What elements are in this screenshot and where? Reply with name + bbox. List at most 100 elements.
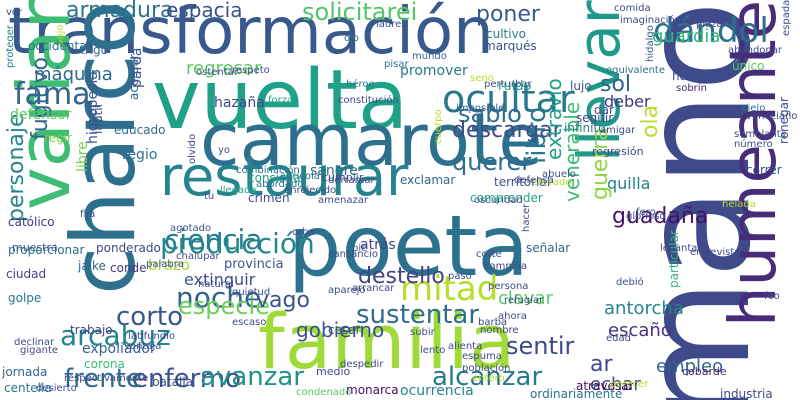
word-armadura: armadura — [66, 0, 174, 23]
word-inutil: inútil — [91, 104, 105, 134]
word-seguir: seguir — [576, 111, 614, 125]
word-ar: ar — [590, 352, 613, 377]
word-abandonar: abandonar — [728, 45, 782, 56]
word-particular: particular — [667, 230, 681, 288]
word-ventaja: ventaja — [124, 341, 162, 352]
word-atras: atrás — [360, 237, 396, 253]
word-cultivo: cultivo — [486, 27, 527, 41]
word-subir: subir — [410, 327, 435, 338]
word-noche: noche — [176, 281, 262, 314]
word-enfermo: enfermo — [132, 364, 242, 394]
word-echar: echar — [590, 374, 641, 395]
word-declinar: declinar — [14, 337, 55, 348]
word-fero: fero — [636, 207, 656, 218]
word-monarca: monarca — [346, 383, 399, 397]
word-equivalente: equivalente — [606, 65, 666, 76]
word-arrancar: arrancar — [352, 283, 395, 294]
word-hazana: hazaña — [214, 95, 265, 111]
word-mitad: mitad — [400, 269, 499, 309]
word-restaurar: restaurar — [160, 145, 409, 208]
word-sobrin: sobrín — [676, 83, 707, 94]
word-comida: comida — [614, 3, 651, 14]
word-ordinariamente: ordinariamente — [530, 387, 623, 400]
word-ver: ver — [6, 7, 23, 18]
word-dar: dar — [594, 103, 614, 117]
word-cuerpo: cuerpo — [433, 109, 444, 144]
word-heroe: héroe — [346, 79, 375, 90]
word-centella: centella — [4, 381, 52, 395]
word-tu: tu — [204, 191, 215, 202]
word-olvido: olvido — [187, 133, 198, 164]
word-querer: querer — [452, 148, 532, 176]
word-latifundio: latifundio — [128, 331, 176, 342]
word-infinito: infinito — [564, 121, 606, 135]
word-cansancio: cansancio — [328, 249, 379, 260]
word-nombre: nombre — [480, 325, 519, 336]
word-cesar: cesar — [328, 323, 361, 337]
word-proporcionar: proporcionar — [8, 243, 85, 257]
word-corona: corona — [84, 357, 125, 371]
word-cielo: cielo — [742, 103, 766, 114]
word-palabra: palabra — [146, 259, 184, 270]
word-corto: corto — [116, 302, 183, 332]
word-respeto: respeto — [232, 65, 270, 76]
word-defensa: defensa — [514, 175, 554, 186]
word-ahora: ahora — [498, 311, 527, 322]
word-alcanzar: alcanzar — [432, 362, 543, 392]
word-pie: pie — [352, 243, 368, 254]
word-paso: paso — [448, 271, 472, 282]
word-regresar: regresar — [186, 58, 262, 79]
word-chalupar: chalupar — [176, 251, 220, 262]
word-lento: lento — [420, 345, 446, 356]
word-hacha: hacha — [672, 69, 709, 83]
word-descargar: descargar — [452, 118, 562, 143]
word-yo: yo — [218, 145, 231, 156]
word-antorcha: antorcha — [604, 298, 684, 319]
word-vuelta: vuelta — [152, 53, 409, 148]
word-ojo: ojo — [344, 33, 360, 44]
word-helada: helada — [722, 199, 756, 210]
word-oscuridad: oscuridad — [474, 195, 523, 206]
word-espada: espada — [781, 0, 792, 37]
word-levantar: levantar — [660, 243, 702, 254]
word-sentir: sentir — [506, 332, 575, 360]
word-llegada: llegada — [220, 185, 257, 196]
word-ocurrencia: ocurrencia — [400, 383, 474, 399]
word-agotado: agotado — [170, 223, 212, 234]
word-sangre: sangre — [310, 163, 358, 179]
word-correr: correr — [746, 163, 782, 177]
word-batalla: batalla — [152, 375, 194, 389]
word-imaginacion: imaginación — [620, 15, 681, 26]
word-catolico: católico — [8, 215, 55, 229]
word-enrojecido: enrojecido — [284, 185, 337, 196]
word-senalar: señalar — [526, 241, 571, 255]
word-constitucion: constitución — [338, 95, 399, 106]
word-poeta: poeta — [288, 197, 529, 295]
word-expoliador: expoliador — [82, 341, 156, 357]
word-condenado: condenado — [296, 387, 352, 398]
word-feo: feo — [764, 291, 780, 302]
word-fija: fija — [80, 209, 96, 220]
word-aparejo: aparejo — [328, 285, 366, 296]
word-extravio: extravío — [542, 78, 566, 160]
word-numero: número — [734, 139, 773, 150]
word-ostentar: ostentar — [196, 67, 238, 78]
word-refugiar: refugiar — [504, 295, 544, 306]
word-hidalgo: hidalgo — [645, 25, 656, 62]
word-barba: barba — [478, 317, 508, 328]
word-entero: entero — [472, 373, 505, 384]
word-forzar: forzar — [268, 95, 298, 106]
word-especie: especie — [178, 292, 270, 320]
word-derramar: derramar — [328, 175, 375, 186]
word-promover: promover — [400, 63, 468, 79]
word-gigante: gigante — [20, 345, 59, 356]
word-espacia: espacia — [166, 0, 243, 22]
word-respectivamente: respectivamente — [64, 373, 149, 384]
word-territorial: territorial — [494, 175, 551, 189]
word-proteger: proteger — [5, 24, 16, 68]
word-desierto: desierto — [36, 383, 77, 394]
word-semblante: semblante — [734, 129, 787, 140]
word-jaike: jaike — [78, 259, 106, 273]
word-defensor: defensor — [10, 107, 72, 123]
